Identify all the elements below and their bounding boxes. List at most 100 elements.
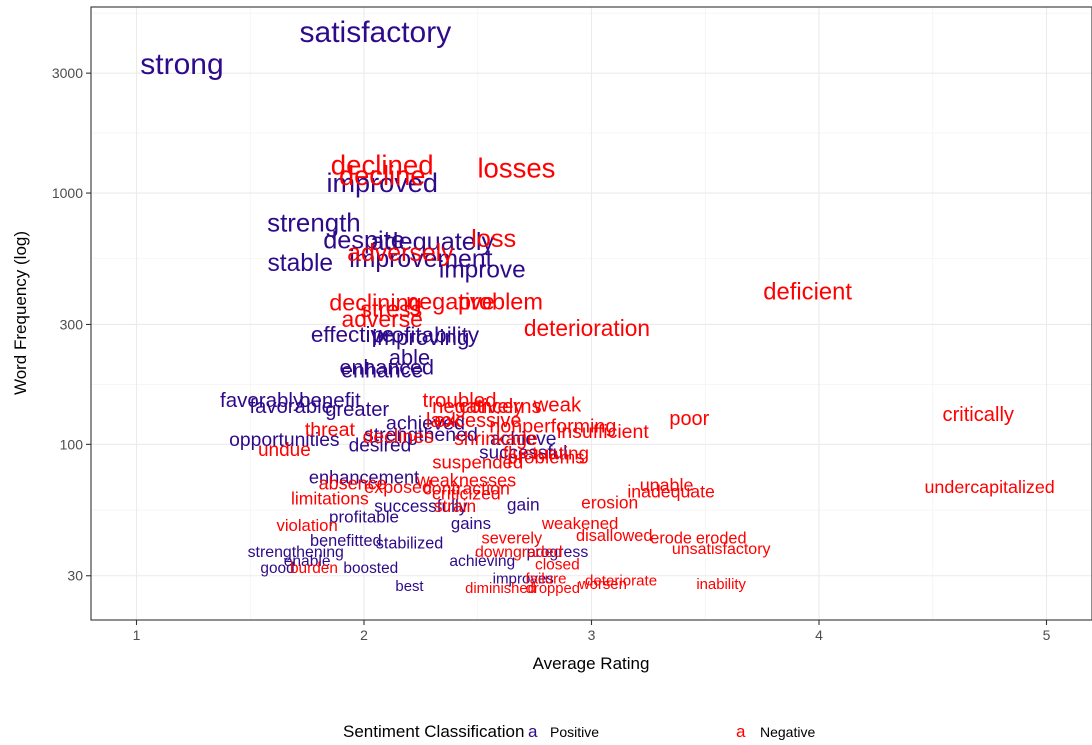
word-label-improve: improve xyxy=(439,256,526,283)
word-label-achieved: achieved xyxy=(386,413,465,435)
word-label-dropped: dropped xyxy=(526,581,580,597)
word-label-severely: severely xyxy=(482,529,543,547)
word-label-poor: poor xyxy=(669,408,709,430)
word-label-successful: successful xyxy=(479,442,567,463)
y-tick-label: 300 xyxy=(60,316,84,332)
word-label-unsatisfactory: unsatisfactory xyxy=(672,541,771,558)
word-label-loss: loss xyxy=(471,225,516,253)
word-label-stress: stress xyxy=(360,296,422,322)
word-label-criticized: criticized xyxy=(432,483,501,503)
word-label-absence: absence xyxy=(319,474,387,494)
legend-title: Sentiment Classification xyxy=(343,722,524,741)
word-label-improves: improves xyxy=(493,570,554,587)
word-label-improving: improving xyxy=(372,325,469,350)
word-label-stable: stable xyxy=(267,250,333,277)
word-label-strength: strength xyxy=(267,209,361,237)
word-label-fluctuating: fluctuating xyxy=(503,444,589,465)
word-label-losses: losses xyxy=(477,153,555,184)
x-axis-title: Average Rating xyxy=(533,654,650,673)
word-label-inability: inability xyxy=(696,577,746,593)
word-label-disallowed: disallowed xyxy=(576,527,653,545)
x-tick-label: 2 xyxy=(360,627,368,643)
word-label-achieving: achieving xyxy=(449,553,515,570)
word-labels: strong satisfactory improved strengthdespit… xyxy=(140,16,1054,597)
word-label-stabilized: stabilized xyxy=(376,535,444,553)
word-label-limitations: limitations xyxy=(291,489,369,509)
word-label-strain: strain xyxy=(434,496,476,516)
word-label-exposed: exposed xyxy=(364,477,432,497)
word-label-deterioration: deterioration xyxy=(524,315,650,341)
word-label-benefit: benefit xyxy=(299,389,361,412)
legend-label-negative: Negative xyxy=(760,724,815,740)
word-label-strengthened: strengthened xyxy=(364,424,478,446)
word-label-declines: declines xyxy=(363,426,434,448)
y-axis-title: Word Frequency (log) xyxy=(11,231,30,395)
word-label-successfully: successfully xyxy=(374,496,468,516)
word-label-problem: problem xyxy=(458,288,543,314)
word-label-profitability: profitability xyxy=(372,323,480,348)
legend-label-positive: Positive xyxy=(550,724,599,740)
word-label-favorably: favorably xyxy=(220,389,304,412)
word-label-decline: decline xyxy=(339,160,426,191)
word-label-adverse: adverse xyxy=(341,306,422,332)
word-label-boosted: boosted xyxy=(343,560,398,577)
word-label-threat: threat xyxy=(305,419,356,441)
word-label-deteriorate: deteriorate xyxy=(585,572,657,589)
word-label-gains: gains xyxy=(451,514,491,533)
word-label-effective: effective xyxy=(311,322,394,347)
word-label-negatively: negatively xyxy=(432,396,524,418)
word-label-contraction: contraction xyxy=(423,478,510,498)
word-label-deficient: deficient xyxy=(763,278,852,305)
x-tick-label: 1 xyxy=(133,627,141,643)
word-label-lack: lack xyxy=(426,410,461,432)
word-label-enhance: enhance xyxy=(341,359,423,383)
grid xyxy=(91,7,1092,620)
word-label-progress: progress xyxy=(526,544,588,561)
word-label-concerns: concerns xyxy=(459,396,541,418)
word-label-undercapitalized: undercapitalized xyxy=(924,477,1054,497)
word-label-enhanced: enhanced xyxy=(340,355,434,379)
word-label-weaknesses: weaknesses xyxy=(416,471,517,491)
word-label-gain: gain xyxy=(507,494,540,514)
word-label-improved: improved xyxy=(326,167,437,198)
word-label-achieve: achieve xyxy=(490,429,556,450)
y-tick-label: 1000 xyxy=(52,185,83,201)
word-label-best: best xyxy=(395,579,424,595)
word-label-failure: failure xyxy=(525,570,566,587)
legend: Sentiment Classification a Positive a Ne… xyxy=(343,722,815,741)
word-label-declined: declined xyxy=(331,149,434,180)
word-label-favorable: favorable xyxy=(249,396,332,418)
word-label-critically: critically xyxy=(943,404,1014,426)
word-label-able: able xyxy=(389,345,430,370)
legend-key-negative: a xyxy=(736,722,746,741)
word-label-worsen: worsen xyxy=(578,577,627,593)
word-label-despite: despite xyxy=(323,226,405,254)
word-label-weakened: weakened xyxy=(541,514,619,533)
word-label-greater: greater xyxy=(325,399,389,421)
word-label-troubled: troubled xyxy=(423,389,497,412)
y-tick-label: 30 xyxy=(67,568,83,584)
word-label-insufficient: insufficient xyxy=(557,421,649,443)
word-label-adversely: adversely xyxy=(347,239,454,267)
word-label-erosion: erosion xyxy=(581,492,638,512)
word-label-weak: weak xyxy=(533,394,582,416)
word-label-nonperforming: nonperforming xyxy=(489,415,616,437)
y-tick-label: 3000 xyxy=(52,65,83,81)
word-label-satisfactory: satisfactory xyxy=(300,16,452,49)
word-label-opportunities: opportunities xyxy=(229,430,339,451)
x-tick-label: 5 xyxy=(1043,627,1051,643)
word-label-inadequate: inadequate xyxy=(627,482,715,502)
y-tick-label: 100 xyxy=(60,436,84,452)
word-label-excessive: excessive xyxy=(434,410,521,432)
word-label-strong: strong xyxy=(140,48,223,81)
word-label-violation: violation xyxy=(277,516,338,535)
word-label-improvement: improvement xyxy=(349,246,492,273)
word-label-enhancement: enhancement xyxy=(309,468,419,488)
word-label-burden: burden xyxy=(290,560,338,577)
word-label-declining: declining xyxy=(329,290,421,316)
x-tick-label: 4 xyxy=(815,627,823,643)
x-tick-label: 3 xyxy=(588,627,596,643)
word-label-desired: desired xyxy=(349,436,412,457)
word-label-erode: erode xyxy=(650,529,692,547)
